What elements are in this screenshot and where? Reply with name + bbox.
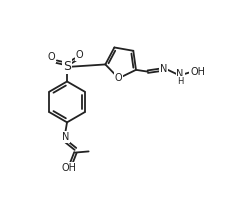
Text: N: N <box>176 69 184 79</box>
Text: OH: OH <box>190 67 205 77</box>
Text: S: S <box>63 60 71 73</box>
Text: N: N <box>62 132 69 142</box>
Text: O: O <box>115 73 123 83</box>
Text: H: H <box>177 77 183 86</box>
Text: N: N <box>160 64 167 74</box>
Text: O: O <box>48 52 55 62</box>
Text: O: O <box>76 50 83 60</box>
Text: OH: OH <box>62 163 77 173</box>
